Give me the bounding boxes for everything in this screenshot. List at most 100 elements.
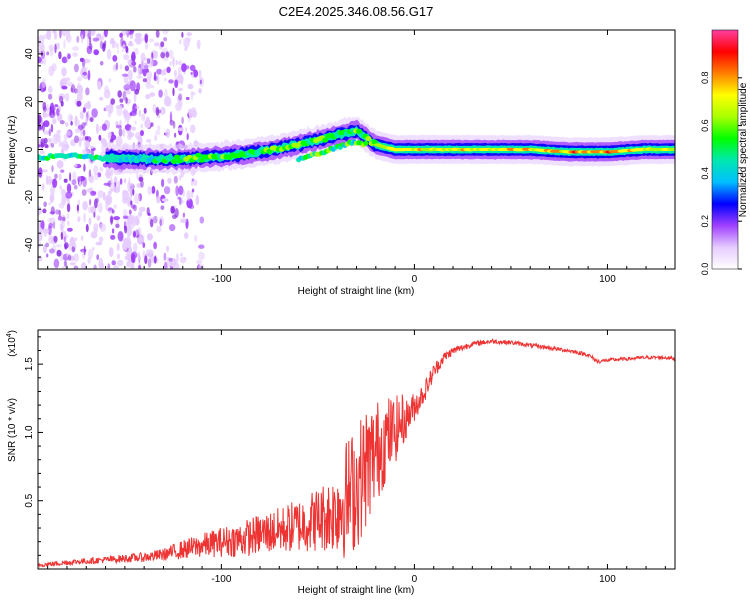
spectrogram-noise-blob bbox=[138, 206, 146, 212]
spectrogram-noise-blob bbox=[174, 208, 179, 218]
spectrogram-noise-blob bbox=[58, 140, 62, 148]
spectrogram-noise-blob bbox=[127, 133, 133, 141]
spectrogram-noise-blob bbox=[127, 253, 131, 259]
spectrogram-noise-blob bbox=[174, 132, 177, 138]
spectrogram-noise-blob bbox=[132, 230, 136, 238]
spectrogram-noise-blob bbox=[129, 183, 134, 187]
spectrogram-noise-blob bbox=[83, 58, 91, 64]
spectrogram-noise-blob bbox=[46, 253, 49, 258]
spectrogram-noise-blob bbox=[78, 136, 82, 148]
spectrogram-noise-blob bbox=[83, 245, 86, 256]
spectrogram-noise-blob bbox=[160, 205, 165, 210]
spectrogram-noise-blob bbox=[71, 179, 77, 186]
spectrogram-noise-blob bbox=[172, 56, 175, 67]
spectrogram-noise-blob bbox=[69, 236, 76, 247]
spectrogram-noise-blob bbox=[178, 39, 182, 45]
spectrogram-noise-blob bbox=[50, 142, 55, 148]
spectrogram-noise-blob bbox=[61, 216, 66, 222]
colorbar-tick-label: 0.8 bbox=[700, 72, 710, 85]
spectrogram-noise-blob bbox=[124, 30, 131, 34]
spectrogram-noise-blob bbox=[71, 246, 76, 253]
spectrogram-noise-blob bbox=[119, 178, 123, 185]
spectrogram-noise-blob bbox=[48, 222, 54, 229]
spectrogram-noise-blob bbox=[130, 200, 133, 206]
spectrogram-noise-blob bbox=[117, 49, 120, 54]
spectrogram-noise-blob bbox=[177, 127, 184, 132]
spectrogram-noise-blob bbox=[164, 88, 168, 98]
spectrogram-noise-blob bbox=[119, 64, 123, 70]
spectrogram-noise-blob bbox=[160, 52, 166, 59]
spectrogram-noise-blob bbox=[132, 204, 137, 212]
spectrogram-noise-blob bbox=[170, 206, 175, 214]
spectrogram-noise-blob bbox=[100, 138, 107, 145]
spectrogram-noise-blob bbox=[77, 138, 84, 142]
spectrogram-noise-blob bbox=[131, 30, 134, 34]
spectrogram-noise-blob bbox=[198, 88, 202, 94]
spectrogram-noise-blob bbox=[162, 30, 169, 35]
spectrogram-noise-blob bbox=[88, 169, 92, 178]
spectrogram-noise-blob bbox=[186, 133, 189, 141]
spectrogram-noise-blob bbox=[44, 143, 48, 149]
spectrogram-noise-blob bbox=[130, 251, 138, 259]
spectrogram-ytick-label: 20 bbox=[24, 96, 35, 108]
spectrogram-noise-blob bbox=[112, 55, 118, 62]
spectrogram-noise-blob bbox=[51, 63, 57, 72]
spectrogram-noise-blob bbox=[133, 193, 141, 204]
spectrogram-noise-blob bbox=[181, 31, 184, 38]
snr-xtick-label: 100 bbox=[599, 574, 616, 585]
spectrogram-noise-blob bbox=[77, 217, 81, 222]
spectrogram-noise-blob bbox=[137, 251, 140, 262]
spectrogram-noise-blob bbox=[187, 37, 191, 43]
spectrogram-noise-blob bbox=[117, 231, 124, 242]
spectrogram-noise-blob bbox=[135, 105, 140, 110]
spectrogram-noise-blob bbox=[160, 41, 165, 48]
spectrogram-noise-blob bbox=[175, 185, 179, 197]
spectrogram-noise-blob bbox=[38, 239, 41, 249]
spectrogram-noise-blob bbox=[76, 204, 79, 212]
spectrogram-noise-blob bbox=[59, 30, 62, 39]
spectrogram-noise-blob bbox=[56, 108, 60, 116]
spectrogram-noise-blob bbox=[143, 62, 149, 66]
spectrogram-noise-blob bbox=[60, 231, 64, 241]
spectrogram-noise-blob bbox=[158, 89, 163, 98]
spectrogram-noise-blob bbox=[165, 51, 170, 58]
spectrogram-noise-blob bbox=[142, 250, 146, 258]
spectrogram-noise-blob bbox=[99, 223, 107, 232]
spectrogram-noise-blob bbox=[125, 97, 128, 104]
spectrogram-noise-blob bbox=[99, 96, 104, 101]
spectrogram-noise-blob bbox=[89, 199, 92, 206]
spectrogram-noise-blob bbox=[85, 224, 89, 233]
spectrogram-noise-blob bbox=[42, 228, 50, 235]
spectrogram-noise-blob bbox=[140, 123, 144, 129]
spectrogram-noise-blob bbox=[166, 66, 171, 74]
spectrogram-noise-blob bbox=[156, 68, 163, 75]
spectrogram-noise-blob bbox=[73, 253, 79, 262]
spectrogram-noise-blob bbox=[126, 235, 131, 246]
spectrogram-noise-blob bbox=[198, 251, 205, 261]
spectrogram-noise-blob bbox=[189, 64, 196, 72]
spectrogram-noise-blob bbox=[63, 236, 67, 243]
spectrogram-noise-blob bbox=[184, 65, 190, 70]
spectrogram-noise-blob bbox=[123, 237, 128, 243]
spectrogram-noise-blob bbox=[140, 59, 144, 70]
spectrogram-noise-blob bbox=[177, 66, 182, 76]
spectrogram-noise-blob bbox=[47, 202, 52, 206]
spectrogram-noise-blob bbox=[155, 30, 160, 38]
spectrogram-noise-blob bbox=[99, 166, 104, 172]
spectrogram-noise-blob bbox=[142, 242, 146, 249]
spectrogram-noise-blob bbox=[58, 173, 62, 181]
spectrogram-noise-blob bbox=[156, 74, 160, 85]
spectrogram-ytick-label: -40 bbox=[24, 237, 35, 252]
spectrogram-noise-blob bbox=[47, 218, 53, 222]
spectrogram-noise-blob bbox=[113, 204, 118, 210]
spectrogram-noise-blob bbox=[91, 108, 98, 118]
spectrogram-noise-blob bbox=[141, 37, 145, 42]
spectrogram-noise-blob bbox=[92, 37, 100, 42]
spectrogram-noise-blob bbox=[111, 228, 115, 234]
spectrogram-noise-blob bbox=[110, 98, 115, 105]
spectrogram-noise-blob bbox=[123, 111, 127, 119]
spectrogram-noise-blob bbox=[58, 51, 62, 60]
spectrogram-noise-blob bbox=[153, 50, 159, 59]
spectrogram-noise-blob bbox=[163, 252, 167, 261]
spectrogram-noise-blob bbox=[42, 208, 47, 214]
